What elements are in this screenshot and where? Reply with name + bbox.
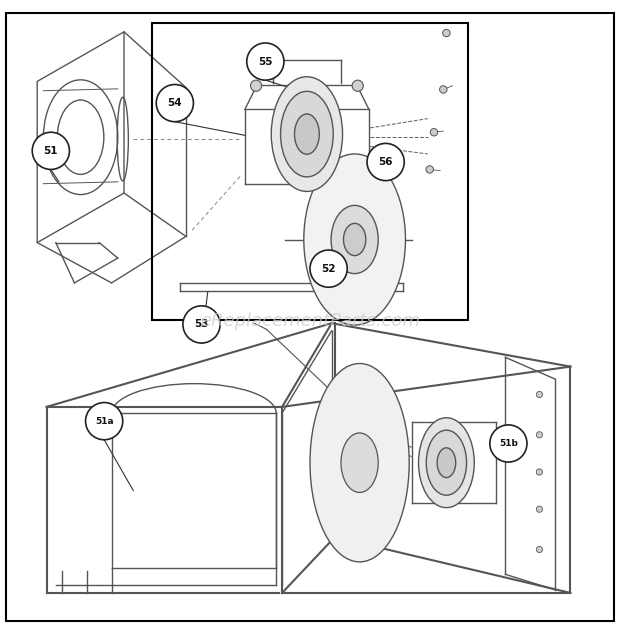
Text: 53: 53 [194, 320, 209, 330]
Circle shape [536, 547, 542, 553]
Ellipse shape [310, 363, 409, 562]
Ellipse shape [341, 433, 378, 493]
Circle shape [536, 469, 542, 475]
Ellipse shape [294, 114, 319, 154]
Circle shape [367, 143, 404, 181]
Ellipse shape [280, 91, 334, 177]
Circle shape [310, 250, 347, 287]
Bar [152, 22, 468, 320]
Circle shape [32, 133, 69, 169]
Text: 51b: 51b [499, 439, 518, 448]
Circle shape [490, 425, 527, 462]
Text: 56: 56 [378, 157, 393, 167]
Circle shape [426, 165, 433, 173]
Ellipse shape [304, 154, 405, 325]
Ellipse shape [437, 448, 456, 477]
Ellipse shape [272, 77, 342, 191]
Circle shape [247, 43, 284, 80]
Text: 51: 51 [43, 146, 58, 156]
Circle shape [536, 391, 542, 398]
Circle shape [156, 84, 193, 122]
Ellipse shape [343, 223, 366, 256]
Ellipse shape [427, 430, 466, 495]
Circle shape [183, 306, 220, 343]
Ellipse shape [418, 418, 474, 508]
Ellipse shape [331, 205, 378, 274]
Circle shape [536, 432, 542, 438]
Circle shape [430, 129, 438, 136]
Text: 54: 54 [167, 98, 182, 108]
Circle shape [443, 29, 450, 37]
Circle shape [440, 86, 447, 93]
Circle shape [352, 80, 363, 91]
Text: 51a: 51a [95, 417, 113, 425]
Text: 52: 52 [321, 264, 336, 274]
Text: 55: 55 [258, 56, 273, 67]
Text: eReplacementParts.com: eReplacementParts.com [200, 312, 420, 330]
Circle shape [86, 403, 123, 440]
Circle shape [250, 80, 262, 91]
Circle shape [536, 506, 542, 512]
